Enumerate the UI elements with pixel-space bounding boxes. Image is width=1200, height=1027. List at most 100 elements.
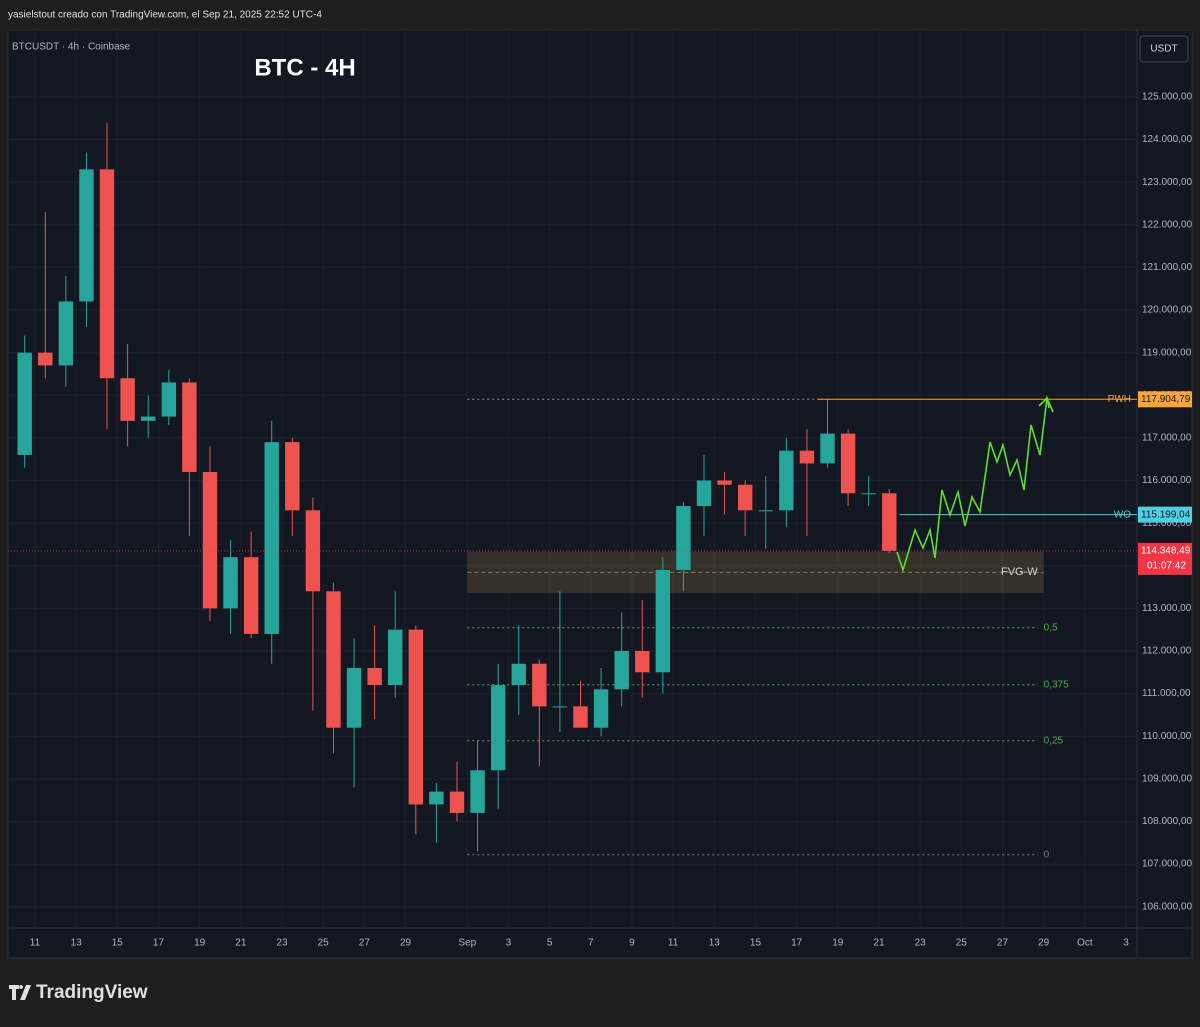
x-tick-label: Oct <box>1077 938 1093 949</box>
candle-body <box>99 169 115 379</box>
chart-title: BTC - 4H <box>254 54 355 81</box>
candle-body <box>614 650 629 690</box>
brand-logo <box>9 985 31 1000</box>
candle-body <box>552 706 568 708</box>
header: yasielstout creado con TradingView.com, … <box>8 10 322 21</box>
price-tag-label: 117.904,79 <box>1141 394 1191 405</box>
candle-body <box>346 668 362 728</box>
x-tick-label: 17 <box>153 938 165 949</box>
level-name: WO <box>1114 509 1131 520</box>
candle-body <box>758 510 773 512</box>
candle-body <box>573 706 588 728</box>
plot <box>8 30 1137 928</box>
candle-body <box>243 557 259 634</box>
candle-body <box>449 791 465 813</box>
y-tick-label: 120.000,00 <box>1142 305 1192 316</box>
x-tick-label: 29 <box>1038 938 1050 949</box>
x-tick-label: 21 <box>235 938 247 949</box>
x-tick-label: 15 <box>750 938 762 949</box>
symbol: BTCUSDT · 4h · Coinbase <box>12 42 131 53</box>
fib-label: 0,25 <box>1044 735 1064 746</box>
candle-body <box>79 169 94 302</box>
projection-path <box>896 394 1054 573</box>
x-tick-label: 27 <box>997 938 1009 949</box>
price-tag-label: 115.199,04 <box>1141 509 1191 520</box>
x-tick-label: 11 <box>30 938 41 949</box>
y-tick-label: 125.000,00 <box>1142 92 1192 103</box>
candle-body <box>779 450 794 511</box>
x-tick-label: 17 <box>791 938 803 949</box>
candle-body <box>593 689 609 728</box>
candle-body <box>161 382 176 417</box>
candle-body <box>635 650 650 673</box>
y-tick-label: 109.000,00 <box>1142 773 1192 784</box>
candle-body <box>367 668 382 686</box>
price-tag-label: 114.348,49 <box>1141 546 1191 557</box>
y-tick-label: 108.000,00 <box>1142 816 1192 827</box>
price-tag <box>1138 542 1192 575</box>
candle-body <box>202 471 218 609</box>
x-tick-label: 19 <box>194 938 206 949</box>
x-tick-label: 29 <box>400 938 412 949</box>
y-tick-label: 122.000,00 <box>1142 219 1192 230</box>
y-tick-label: 110.000,00 <box>1142 731 1192 742</box>
x-tick-label: 15 <box>112 938 124 949</box>
candle-body <box>140 416 156 421</box>
candle-body <box>696 480 712 507</box>
candle-body <box>737 484 753 511</box>
candle-body <box>264 442 279 634</box>
x-tick-label: 3 <box>506 938 512 949</box>
candle-body <box>532 663 547 707</box>
x-tick-label: 5 <box>547 938 553 949</box>
x-tick-label: 23 <box>915 938 927 949</box>
x-tick-label: 27 <box>359 938 371 949</box>
y-tick-label: 121.000,00 <box>1142 262 1192 273</box>
y-tick-label: 119.000,00 <box>1142 347 1192 358</box>
y-tick-label: 106.000,00 <box>1142 901 1192 912</box>
candle-body <box>799 450 815 464</box>
candle-body <box>861 493 876 495</box>
candle-body <box>820 433 835 464</box>
candle-body <box>223 557 238 609</box>
x-tick-label: 25 <box>956 938 968 949</box>
candle-body <box>490 685 506 771</box>
y-tick-label: 123.000,00 <box>1142 177 1192 188</box>
fvg-label: FVG-W <box>1001 566 1038 578</box>
candle-body <box>882 493 897 551</box>
currency-box[interactable] <box>1139 35 1189 63</box>
candle-body <box>17 352 32 455</box>
x-tick-label: 19 <box>832 938 844 949</box>
price-tag <box>1138 391 1192 408</box>
fib-label: 0,375 <box>1044 679 1069 690</box>
x-tick-label: Sep <box>458 938 476 949</box>
candle-body <box>470 770 485 813</box>
chart-panel <box>7 29 1193 959</box>
x-tick-label: 11 <box>668 938 679 949</box>
x-tick-label: 3 <box>1123 938 1129 949</box>
candle-body <box>38 352 53 366</box>
candle-body <box>655 569 671 673</box>
candle-body <box>388 629 403 686</box>
candle-body <box>182 382 197 472</box>
candle-body <box>429 791 444 805</box>
y-tick-label: 111.000,00 <box>1142 688 1191 699</box>
candle-body <box>58 301 74 366</box>
fib-label: 0 <box>1044 849 1050 860</box>
projection-arrow <box>1038 396 1050 409</box>
candle-body <box>408 629 424 805</box>
candle-body <box>511 663 526 686</box>
candle-body <box>305 510 321 592</box>
y-tick-label: 112.000,00 <box>1142 646 1192 657</box>
y-tick-label: 124.000,00 <box>1142 134 1192 145</box>
y-tick-label: 117.000,00 <box>1142 433 1192 444</box>
y-tick-label: 113.000,00 <box>1142 603 1192 614</box>
candle-body <box>285 442 300 511</box>
x-tick-label: 13 <box>71 938 83 949</box>
candle-body <box>326 591 341 728</box>
x-tick-label: 25 <box>318 938 330 949</box>
countdown: 01:07:42 <box>1147 561 1186 572</box>
currency: USDT <box>1150 44 1177 55</box>
candle-body <box>120 378 135 421</box>
candle-body <box>717 480 732 485</box>
